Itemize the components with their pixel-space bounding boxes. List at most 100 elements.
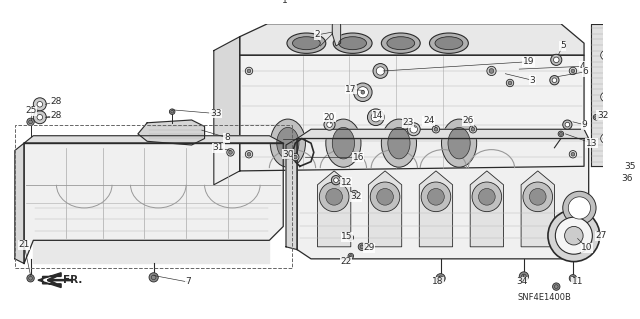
Circle shape bbox=[247, 152, 251, 156]
Circle shape bbox=[593, 115, 599, 120]
Circle shape bbox=[554, 57, 559, 63]
Text: 8: 8 bbox=[224, 133, 230, 142]
Circle shape bbox=[548, 210, 600, 262]
Circle shape bbox=[434, 127, 438, 131]
Circle shape bbox=[37, 115, 43, 120]
Circle shape bbox=[621, 165, 624, 168]
Text: 12: 12 bbox=[340, 177, 352, 187]
Circle shape bbox=[559, 132, 563, 135]
Ellipse shape bbox=[276, 127, 299, 159]
Circle shape bbox=[428, 189, 444, 205]
Text: 28: 28 bbox=[51, 97, 62, 106]
Polygon shape bbox=[138, 120, 205, 145]
Circle shape bbox=[601, 134, 610, 143]
Polygon shape bbox=[38, 273, 61, 287]
Polygon shape bbox=[33, 240, 269, 263]
Circle shape bbox=[360, 245, 364, 249]
Circle shape bbox=[377, 189, 394, 205]
Circle shape bbox=[227, 149, 234, 156]
Circle shape bbox=[552, 78, 557, 83]
Text: 27: 27 bbox=[595, 231, 606, 240]
Polygon shape bbox=[419, 171, 452, 247]
Ellipse shape bbox=[326, 119, 361, 167]
Polygon shape bbox=[297, 138, 589, 259]
Circle shape bbox=[33, 98, 46, 111]
Circle shape bbox=[603, 53, 607, 57]
Circle shape bbox=[247, 69, 251, 73]
Ellipse shape bbox=[448, 127, 470, 159]
Text: 14: 14 bbox=[372, 111, 383, 120]
Text: 28: 28 bbox=[51, 111, 62, 120]
Circle shape bbox=[371, 113, 380, 122]
Ellipse shape bbox=[387, 37, 415, 50]
Text: 36: 36 bbox=[621, 174, 632, 183]
Text: 7: 7 bbox=[185, 278, 191, 286]
Text: 6: 6 bbox=[582, 67, 588, 76]
Circle shape bbox=[349, 236, 352, 239]
Polygon shape bbox=[15, 143, 24, 263]
Circle shape bbox=[489, 69, 494, 73]
Circle shape bbox=[569, 67, 577, 75]
Polygon shape bbox=[214, 37, 240, 185]
Text: 23: 23 bbox=[403, 118, 414, 127]
Circle shape bbox=[333, 178, 339, 182]
Ellipse shape bbox=[435, 37, 463, 50]
Polygon shape bbox=[332, 24, 340, 46]
Text: 15: 15 bbox=[341, 232, 353, 241]
Circle shape bbox=[601, 92, 610, 101]
Circle shape bbox=[33, 111, 46, 124]
Text: 22: 22 bbox=[340, 257, 352, 266]
Circle shape bbox=[37, 101, 43, 107]
Circle shape bbox=[552, 283, 560, 290]
Text: 5: 5 bbox=[560, 41, 566, 50]
Circle shape bbox=[506, 79, 514, 87]
Text: 32: 32 bbox=[351, 192, 362, 201]
Circle shape bbox=[571, 69, 575, 73]
Circle shape bbox=[228, 151, 232, 154]
Text: 17: 17 bbox=[345, 85, 356, 94]
Polygon shape bbox=[297, 129, 589, 138]
Ellipse shape bbox=[332, 127, 355, 159]
Circle shape bbox=[479, 189, 495, 205]
Circle shape bbox=[554, 285, 558, 288]
Circle shape bbox=[523, 182, 552, 211]
Circle shape bbox=[358, 243, 365, 250]
Circle shape bbox=[349, 255, 352, 257]
Text: 33: 33 bbox=[210, 109, 221, 118]
Circle shape bbox=[348, 253, 353, 259]
Circle shape bbox=[367, 109, 384, 126]
Circle shape bbox=[522, 274, 526, 279]
Circle shape bbox=[361, 90, 365, 94]
Circle shape bbox=[620, 154, 626, 160]
Text: 34: 34 bbox=[516, 278, 528, 286]
Circle shape bbox=[529, 189, 546, 205]
Circle shape bbox=[293, 155, 297, 159]
Circle shape bbox=[376, 67, 385, 75]
Circle shape bbox=[595, 116, 598, 119]
Circle shape bbox=[410, 126, 417, 133]
Ellipse shape bbox=[442, 119, 477, 167]
Polygon shape bbox=[470, 171, 504, 247]
Text: FR.: FR. bbox=[63, 275, 83, 285]
Circle shape bbox=[370, 182, 400, 211]
Circle shape bbox=[245, 151, 253, 158]
Circle shape bbox=[469, 126, 477, 133]
Text: 10: 10 bbox=[581, 243, 593, 252]
Circle shape bbox=[620, 164, 626, 169]
Text: 18: 18 bbox=[432, 278, 444, 286]
Circle shape bbox=[550, 76, 559, 85]
Circle shape bbox=[170, 109, 175, 115]
Circle shape bbox=[407, 123, 420, 136]
Text: 31: 31 bbox=[212, 143, 224, 152]
Circle shape bbox=[353, 83, 372, 101]
Circle shape bbox=[564, 226, 583, 245]
Text: 29: 29 bbox=[364, 243, 375, 252]
Circle shape bbox=[563, 191, 596, 225]
Circle shape bbox=[29, 277, 33, 280]
Circle shape bbox=[151, 275, 156, 280]
Ellipse shape bbox=[270, 119, 305, 167]
Circle shape bbox=[621, 156, 624, 159]
Text: 19: 19 bbox=[523, 57, 534, 66]
Circle shape bbox=[332, 175, 340, 185]
Circle shape bbox=[568, 197, 591, 219]
